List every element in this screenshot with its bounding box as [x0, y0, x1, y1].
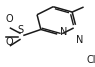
Text: S: S	[18, 25, 24, 35]
Text: O: O	[6, 37, 13, 47]
Text: O: O	[6, 14, 13, 24]
Text: Cl: Cl	[86, 55, 95, 65]
Text: N: N	[76, 35, 84, 45]
Text: N: N	[60, 27, 68, 37]
